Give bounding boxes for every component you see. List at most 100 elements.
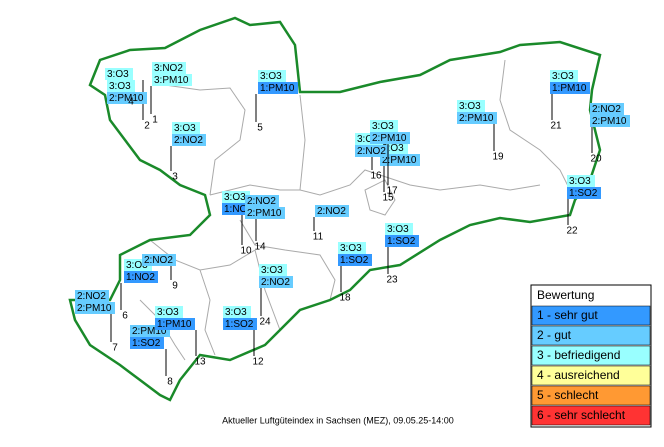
station-number: 21 xyxy=(550,121,562,132)
station-label: 2:NO2 xyxy=(77,291,106,302)
legend: Bewertung 1 - sehr gut 2 - gut 3 - befried… xyxy=(530,284,652,428)
station-number: 2 xyxy=(144,121,150,132)
district-border xyxy=(209,184,300,196)
station-number: 19 xyxy=(492,152,504,163)
label-box xyxy=(130,337,164,349)
station-label: 2:NO2 xyxy=(592,104,621,115)
label-box xyxy=(385,223,413,235)
legend-swatch xyxy=(531,405,651,426)
district-border xyxy=(364,179,396,216)
station-label: 2:PM10 xyxy=(592,116,627,127)
station-label: 3:O3 xyxy=(372,121,394,132)
station-label: 2:PM10 xyxy=(382,155,417,166)
label-box xyxy=(172,122,200,134)
station-number: 20 xyxy=(590,154,602,165)
station-label: 1:SO2 xyxy=(387,236,416,247)
label-box xyxy=(75,290,109,302)
station-label: 3:O3 xyxy=(107,69,129,80)
label-box xyxy=(258,82,298,94)
station-label: 3:O3 xyxy=(261,265,283,276)
label-box xyxy=(315,205,349,217)
legend-swatch xyxy=(531,365,651,386)
label-box xyxy=(222,191,250,203)
station-number: 6 xyxy=(122,311,128,322)
label-box xyxy=(105,68,133,80)
label-box xyxy=(338,242,366,254)
station-number: 1 xyxy=(152,115,158,126)
station-number: 7 xyxy=(112,343,118,354)
label-box xyxy=(550,82,590,94)
legend-label: 4 - ausreichend xyxy=(537,368,620,382)
station-label: 2:NO2 xyxy=(357,146,386,157)
legend-label: 2 - gut xyxy=(537,328,572,342)
caption: Aktueller Luftgüteindex in Sachsen (MEZ)… xyxy=(222,415,454,425)
station-label: 3:O3 xyxy=(387,224,409,235)
station-label: 1:PM10 xyxy=(260,83,295,94)
station-label: 3:O3 xyxy=(357,134,379,145)
station-number: 4 xyxy=(128,97,134,108)
legend-swatch xyxy=(531,385,651,406)
label-box xyxy=(590,115,630,127)
station-label: 3:O3 xyxy=(126,260,148,271)
station-number: 12 xyxy=(252,357,264,368)
station-number: 17 xyxy=(386,186,398,197)
legend-label: 3 - befriedigend xyxy=(537,348,620,362)
station-label: 3:O3 xyxy=(552,71,574,82)
label-box xyxy=(380,154,420,166)
station-label: 3:O3 xyxy=(157,307,179,318)
station-label: 2:PM10 xyxy=(132,326,167,337)
label-box xyxy=(172,134,206,146)
legend-swatch xyxy=(531,305,651,326)
state-border xyxy=(68,16,602,402)
station-number: 5 xyxy=(257,123,263,134)
station-label: 3:NO2 xyxy=(154,63,183,74)
station-label: 1:SO2 xyxy=(225,319,254,330)
label-box xyxy=(550,70,578,82)
label-box xyxy=(223,306,251,318)
station-number: 24 xyxy=(259,317,271,328)
station-label: 1:SO2 xyxy=(132,338,161,349)
station-label: 2:NO2 xyxy=(317,206,346,217)
label-box xyxy=(75,302,115,314)
label-box xyxy=(155,318,195,330)
station-number: 15 xyxy=(382,193,394,204)
station-number: 18 xyxy=(339,293,351,304)
label-box xyxy=(567,175,595,187)
district-border xyxy=(239,219,336,301)
district-border xyxy=(254,249,281,331)
legend-swatch xyxy=(531,325,651,346)
station-label: 1:SO2 xyxy=(569,188,598,199)
station-number: 9 xyxy=(172,281,178,292)
legend-label: 1 - sehr gut xyxy=(537,308,598,322)
station-label: 1:PM10 xyxy=(157,319,192,330)
station-label: 2:NO2 xyxy=(247,196,276,207)
label-box xyxy=(567,187,601,199)
legend-swatch xyxy=(531,345,651,366)
districts xyxy=(139,59,576,361)
station-label: 1:PM10 xyxy=(552,83,587,94)
station-number: 14 xyxy=(254,242,266,253)
label-box xyxy=(245,207,285,219)
station-number: 13 xyxy=(194,357,206,368)
station-label: 3:O3 xyxy=(225,307,247,318)
station-label: 1:NO2 xyxy=(126,272,155,283)
station-label: 2:PM10 xyxy=(247,208,282,219)
district-border xyxy=(199,269,216,356)
label-box xyxy=(245,195,279,207)
label-box xyxy=(107,92,147,104)
station-label: 2:NO2 xyxy=(174,135,203,146)
label-box xyxy=(385,235,419,247)
district-border xyxy=(299,94,541,196)
label-box xyxy=(223,318,257,330)
label-box xyxy=(142,254,176,266)
station-label: 3:O3 xyxy=(174,123,196,134)
label-box xyxy=(259,264,287,276)
label-box xyxy=(152,74,192,86)
station-number: 16 xyxy=(370,171,382,182)
label-box xyxy=(124,271,158,283)
station-label: 1:NO2 xyxy=(224,204,253,215)
legend-label: 5 - schlecht xyxy=(537,388,599,402)
label-box xyxy=(370,120,398,132)
station-label: 3:O3 xyxy=(109,81,131,92)
